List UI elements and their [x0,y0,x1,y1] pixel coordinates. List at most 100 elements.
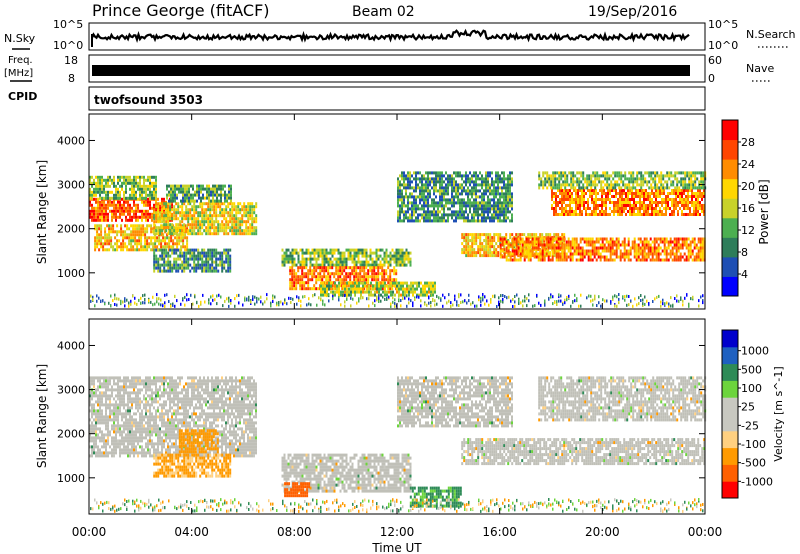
station-title: Prince George (fitACF) [92,1,270,20]
velocity-panel: 1000 2000 3000 4000 Slant Range [km] [35,318,707,515]
velocity-colorbar-frame [721,329,739,499]
velocity-colorbar-swatch-1 [722,464,738,482]
power-region-9 [397,171,513,223]
freq-panel-frame [88,54,706,83]
velocity-x-ticks [88,319,706,514]
power-colorbar-label: Power [dB] [757,179,771,244]
power-x-ticks [88,114,706,309]
x-tick-label-5: 20:00 [585,525,620,539]
velocity-colorbar-swatch-4 [722,414,738,432]
noise-right-label: N.Search [746,28,796,41]
vel-ytick-label-1: 2000 [57,428,85,441]
freq-left-bottom: 8 [68,72,75,85]
power-colorbar-label-0: 4 [741,268,748,281]
power-colorbar-swatch-6 [722,159,738,180]
noise-panel-frame [88,22,706,51]
x-axis-label: Time UT [371,541,422,554]
velocity-colorbar-swatch-6 [722,380,738,398]
velocity-colorbar-label-7: -1000 [741,475,773,488]
power-y-axis-label: Slant Range [km] [35,160,49,264]
velocity-colorbar-label-2: 100 [741,382,762,395]
power-colorbar-swatch-5 [722,178,738,199]
power-region-11 [499,237,706,262]
velocity-colorbar-swatch-9 [722,330,738,348]
freq-band-trace [92,65,690,76]
power-y-ticks: 1000 2000 3000 4000 [57,134,705,280]
power-heatmap [89,171,707,308]
velocity-heatmap [89,376,707,513]
freq-label-line1: Freq. [8,55,33,66]
power-ytick-label-1: 2000 [57,223,85,236]
noise-right-bottom: 10^0 [708,39,738,52]
freq-right-bottom: 0 [708,72,715,85]
vel-ytick-label-2: 3000 [57,384,85,397]
power-region-5 [153,248,232,273]
power-ytick-label-0: 1000 [57,267,85,280]
noise-left-label: N.Sky [4,32,36,45]
power-colorbar-label-4: 20 [741,180,755,193]
noise-trace [90,28,690,47]
freq-right-top: 60 [708,54,722,67]
velocity-colorbar-swatch-8 [722,346,738,365]
freq-left-top: 18 [64,54,78,67]
x-tick-label-4: 16:00 [482,525,517,539]
noise-left-top: 10^5 [53,18,83,31]
velocity-colorbar-swatch-3 [722,430,738,449]
velocity-colorbar-label-5: -100 [741,438,766,451]
power-panel: 1000 2000 3000 4000 Slant Range [km] [35,113,707,310]
velocity-colorbar-swatch-7 [722,363,738,381]
vel-region-7 [461,438,706,466]
velocity-colorbar-swatch-5 [722,397,738,415]
velocity-colorbar-swatch-0 [722,481,738,499]
power-colorbar-swatch-8 [722,120,738,141]
vel-region-1 [153,453,232,478]
vel-ytick-label-0: 1000 [57,472,85,485]
power-ytick-label-3: 4000 [57,134,85,147]
power-colorbar-label-1: 8 [741,246,748,259]
x-tick-label-6: 00:00 [688,525,723,539]
velocity-colorbar-swatch-2 [722,447,738,465]
power-region-6 [281,248,412,267]
velocity-y-ticks: 1000 2000 3000 4000 [57,339,705,485]
cpid-panel-frame [88,86,706,111]
power-colorbar-swatch-7 [722,139,738,160]
vel-region-3 [281,453,412,493]
date-title: 19/Sep/2016 [588,4,677,20]
x-tick-label-0: 00:00 [72,525,107,539]
freq-label-line2: [MHz] [4,68,33,79]
power-colorbar-swatch-0 [722,276,738,297]
velocity-colorbar-label-4: -25 [741,419,759,432]
cpid-label: CPID [8,90,37,103]
velocity-colorbar-label-1: 500 [741,363,762,376]
power-colorbar-label-5: 24 [741,158,755,171]
vel-region-8 [538,376,707,422]
power-colorbar-label-3: 16 [741,202,755,215]
velocity-colorbar-label-0: 1000 [741,345,769,358]
noise-left-bottom: 10^0 [53,39,83,52]
power-region-12 [551,189,705,216]
x-tick-label-3: 12:00 [380,525,415,539]
power-region-13 [538,171,707,190]
nave-label: Nave [746,62,774,75]
power-region-1 [89,175,157,200]
power-region-4 [166,184,232,203]
velocity-colorbar-label-3: 25 [741,401,755,414]
vel-region-2 [178,429,219,454]
velocity-colorbar: 1000 500 100 25 -25 -100 -500 -1000 [721,329,773,499]
power-colorbar-label-6: 28 [741,136,755,149]
cpid-mode: twofsound 3503 [94,93,203,107]
noise-right-top: 10^5 [708,18,738,31]
velocity-colorbar-label-6: -500 [741,457,766,470]
x-tick-label-2: 08:00 [277,525,312,539]
power-colorbar: 4 8 12 16 20 24 28 [721,119,755,297]
noise-sky-line [90,28,690,43]
power-region-3 [153,202,258,236]
power-colorbar-swatch-1 [722,256,738,277]
beam-title: Beam 02 [352,4,415,20]
power-near-range-clutter [90,293,704,308]
power-colorbar-swatch-3 [722,217,738,238]
velocity-y-axis-label: Slant Range [km] [35,364,49,468]
x-tick-labels: 00:00 04:00 08:00 12:00 16:00 20:00 00:00 [72,525,723,539]
vel-near-range-clutter [90,498,704,513]
